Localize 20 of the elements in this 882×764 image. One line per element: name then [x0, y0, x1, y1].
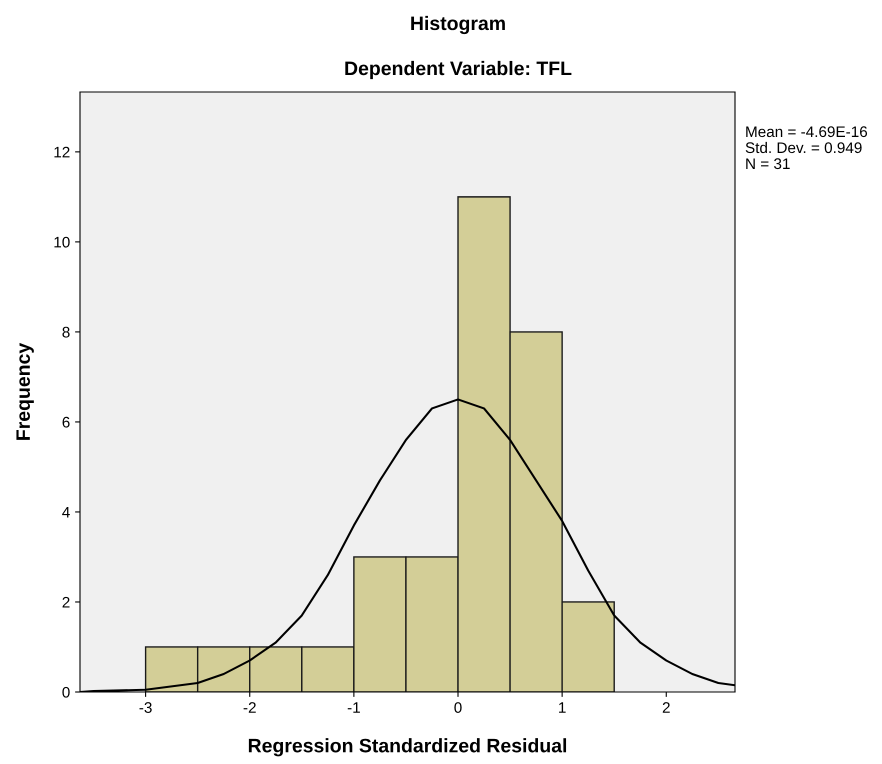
y-axis-title: Frequency: [16, 342, 34, 440]
x-tick-label: -3: [139, 702, 152, 713]
x-tick-label: -1: [348, 702, 360, 713]
text: Mean = -4.69E-16: [746, 126, 868, 138]
chart-title: Histogram: [411, 16, 505, 34]
text: Std. Dev. = 0.949: [746, 142, 862, 154]
x-tick-label: 2: [662, 702, 670, 713]
text: N = 31: [746, 158, 790, 170]
y-tick-label: 6: [62, 416, 70, 428]
y-tick-label: 0: [62, 686, 70, 698]
y-tick-label: 12: [54, 146, 70, 158]
chart-subtitle: Dependent Variable: TFL: [345, 60, 572, 80]
x-axis-title: Regression Standardized Residual: [248, 738, 566, 756]
y-tick-label: 2: [62, 596, 70, 608]
y-tick-label: 4: [62, 506, 70, 518]
x-tick-label: -2: [244, 702, 256, 713]
y-tick-label: 10: [54, 236, 70, 248]
x-tick-label: 1: [559, 702, 566, 713]
x-tick-label: 0: [454, 702, 462, 713]
y-tick-label: 8: [62, 326, 70, 338]
